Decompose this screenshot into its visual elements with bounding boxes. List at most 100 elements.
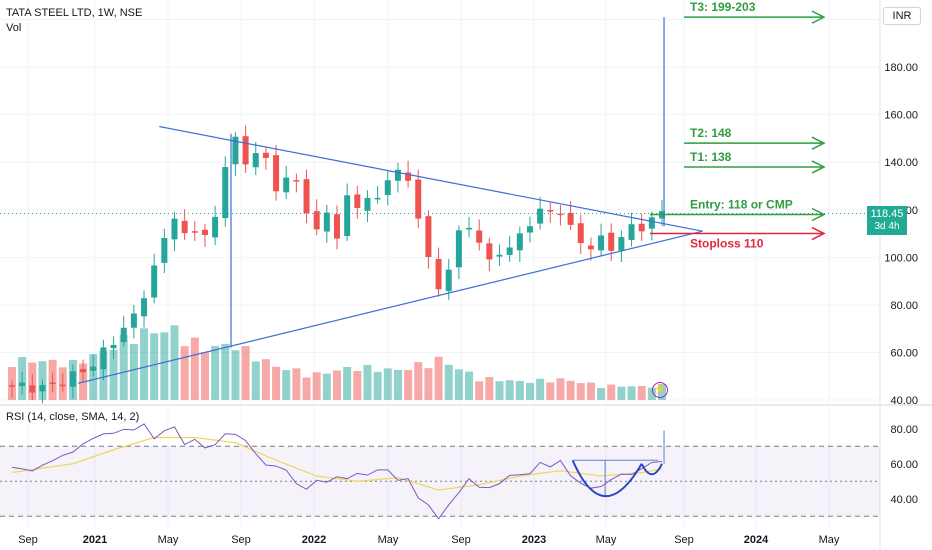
volume-bar [211,346,220,400]
volume-bar [312,372,321,400]
lightning-icon[interactable]: ⚡ [652,382,668,398]
volume-bar [200,352,209,400]
candle-body [425,216,432,258]
target-label: T2: 148 [690,126,732,140]
volume-bar [241,346,250,400]
cup-curve [571,459,643,498]
x-tick-label: Sep [674,534,694,546]
x-tick-label: 2021 [83,534,107,546]
target-label: T1: 138 [690,150,732,164]
candle-body [232,136,239,165]
candle-body [90,366,97,371]
volume-bar [333,370,341,400]
volume-bar [343,366,352,400]
volume-bar [505,380,514,400]
candle-body [455,230,462,268]
candle-body [598,235,605,251]
y-tick-label: 60.00 [890,347,918,359]
volume-bar [556,378,565,400]
rsi-tick-label: 60.00 [890,459,918,471]
y-tick-label: 140.00 [884,157,918,169]
rsi-tick-label: 40.00 [890,494,918,506]
x-tick-label: 2024 [744,534,769,546]
volume-bar [454,369,463,400]
candle-body [181,220,188,234]
volume-bar [292,368,301,400]
x-tick-label: May [819,534,840,546]
candle-body [262,152,269,158]
candle-body [49,382,56,385]
volume-bar [170,325,179,400]
candle-body [628,224,635,240]
volume-bar [536,378,545,400]
volume-bar [597,387,606,400]
volume-bar [637,386,646,400]
arrow-head-icon [811,226,826,241]
candle-body [344,195,351,237]
volume-bar [89,354,98,400]
candle-body [171,218,178,240]
candle-body [242,136,249,165]
candle-body [486,243,493,260]
volume-bar [231,350,240,400]
candle-body [526,226,533,233]
volume-bar [607,384,616,400]
arrow-head-icon [811,136,826,150]
candle-body [100,347,107,370]
currency-button[interactable]: INR [883,7,921,25]
volume-bar [566,380,575,400]
candle-body [130,313,137,328]
candle-body [506,247,513,255]
volume-bar [261,359,270,400]
candle-body [110,344,117,349]
candle-body [59,384,66,387]
rsi-line [11,423,663,520]
symbol-title: TATA STEEL LTD, 1W, NSE [6,7,143,19]
x-tick-label: Sep [18,534,38,546]
candle-body [374,197,381,200]
x-tick-label: 2022 [302,534,326,546]
volume-bar [221,343,230,400]
x-tick-label: 2023 [522,534,546,546]
y-tick-label: 40.00 [890,395,918,407]
target-label: Entry: 118 or CMP [690,198,793,212]
lower-trendline [77,230,703,384]
volume-bar [647,387,656,400]
candle-body [222,167,229,219]
candle-body [364,197,371,211]
candle-body [120,327,127,343]
volume-bar [495,381,504,400]
volume-bar [322,373,331,400]
candle-body [19,382,26,387]
volume-bar [383,368,392,400]
volume-label: Vol [6,22,22,34]
rsi-pane [0,406,880,529]
volume-bar [180,346,189,400]
candle-body [537,208,544,224]
volume-bar [586,382,595,400]
candle-body [323,212,330,232]
candle-body [201,229,208,235]
candle-body [151,265,158,298]
volume-bar [373,371,382,400]
volume-bar [576,383,585,400]
candle-body [334,214,340,239]
volume-bar [485,377,494,400]
candle-body [394,169,401,181]
x-tick-label: Sep [451,534,471,546]
volume-bar [525,382,534,400]
volume-bar [424,368,433,400]
candle-body [39,385,46,392]
candle-body [161,237,168,263]
candle-body [608,232,615,251]
x-tick-label: May [378,534,399,546]
x-tick-label: May [596,534,617,546]
candle-body [69,371,76,387]
candle-body [547,210,554,212]
rsi-tick-label: 80.00 [890,424,918,436]
volume-bar [627,386,636,400]
candle-body [587,245,594,250]
candle-body [618,237,625,251]
x-tick-label: Sep [231,534,251,546]
